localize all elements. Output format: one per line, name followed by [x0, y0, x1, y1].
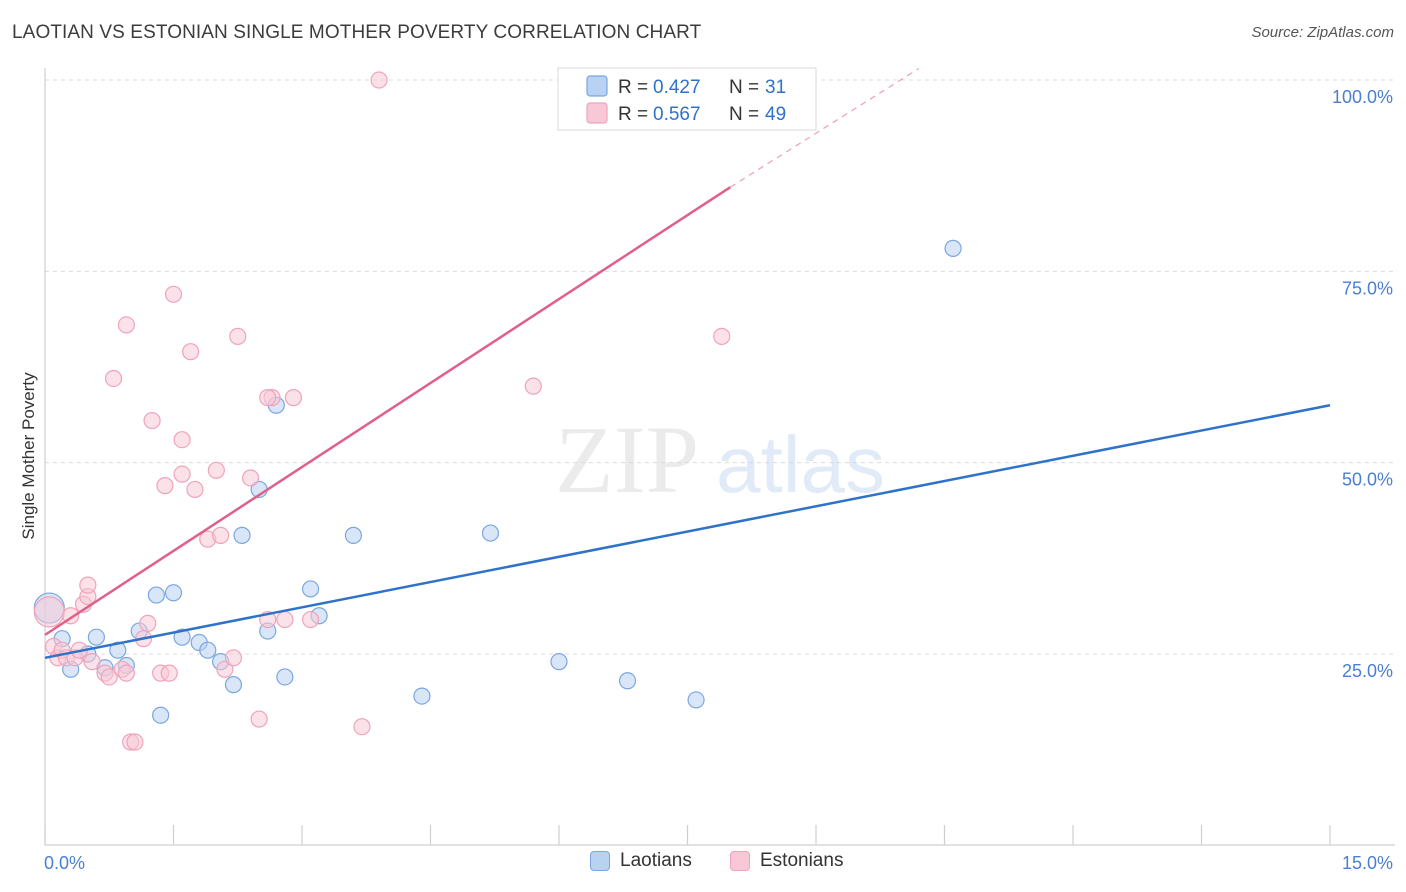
legend-label-laotians: Laotians [620, 850, 692, 871]
point-laotians [233, 526, 251, 544]
gridlines [45, 79, 1395, 655]
y-tick-label: 75.0% [1342, 278, 1393, 298]
y-axis-label: Single Mother Poverty [19, 372, 38, 540]
point-laotians [152, 706, 170, 724]
point-estonians [207, 461, 225, 479]
point-estonians [276, 610, 294, 629]
legend-r-label: R = [618, 77, 648, 98]
legend-swatch-estonians [586, 102, 608, 124]
legend-item-estonians: Estonians [730, 850, 843, 872]
point-estonians [143, 411, 161, 430]
point-estonians [524, 377, 542, 395]
trend-extension-estonians [730, 68, 920, 188]
point-estonians [216, 660, 234, 678]
point-estonians [250, 710, 268, 728]
point-estonians [126, 733, 144, 751]
point-estonians [160, 664, 178, 682]
point-laotians [344, 526, 362, 544]
point-estonians [164, 285, 183, 303]
legend-n-value: 49 [765, 104, 786, 125]
point-estonians [83, 653, 101, 671]
legend-bottom: Laotians Estonians [0, 850, 1406, 878]
point-estonians [713, 327, 731, 345]
x-tick-label: 15.0% [1342, 853, 1393, 873]
point-estonians [117, 664, 135, 682]
point-laotians [550, 653, 568, 671]
point-estonians [370, 71, 388, 89]
trend-line-estonians [44, 186, 732, 636]
tick-labels: 25.0% 50.0% 75.0% 100.0% 0.0% 15.0% [44, 87, 1393, 873]
point-estonians [139, 614, 157, 632]
x-tick-label: 0.0% [44, 853, 85, 873]
point-estonians [212, 526, 230, 544]
point-estonians [242, 469, 260, 487]
legend-swatch-laotians [586, 75, 608, 97]
point-estonians [104, 369, 123, 388]
point-laotians [276, 668, 294, 686]
trend-line-laotians [44, 404, 1331, 660]
point-laotians [481, 524, 500, 542]
point-laotians [164, 584, 183, 602]
point-estonians [229, 327, 247, 345]
legend-n-label: N = [729, 77, 759, 98]
legend-n-value: 31 [765, 77, 786, 98]
point-laotians [199, 641, 217, 659]
legend-label-estonians: Estonians [760, 850, 844, 871]
point-estonians [173, 431, 191, 449]
point-laotians [147, 586, 165, 604]
y-tick-label: 100.0% [1332, 87, 1393, 107]
point-estonians [79, 576, 97, 594]
legend-top: R = 0.427 N = 31 R = 0.567 N = 49 [557, 67, 817, 131]
legend-swatch-estonians [730, 851, 750, 871]
legend-r-label: R = [618, 104, 648, 125]
point-estonians [353, 718, 371, 736]
point-estonians [182, 343, 200, 361]
point-laotians [173, 628, 191, 646]
point-laotians [87, 628, 106, 646]
y-tick-label: 50.0% [1342, 470, 1393, 490]
point-estonians [301, 610, 320, 629]
point-estonians [259, 389, 277, 407]
legend-swatch-laotians [590, 851, 610, 871]
point-estonians [156, 477, 174, 495]
trend-lines [44, 68, 1331, 660]
point-estonians [284, 389, 303, 407]
point-estonians [33, 596, 65, 628]
point-estonians [173, 465, 191, 483]
y-tick-label: 25.0% [1342, 661, 1393, 681]
watermark-atlas: atlas [716, 420, 885, 509]
chart-title: LAOTIAN VS ESTONIAN SINGLE MOTHER POVERT… [12, 22, 702, 43]
legend-r-value: 0.427 [653, 77, 701, 98]
point-estonians [117, 316, 135, 334]
point-estonians [224, 649, 243, 667]
watermark-zip: ZIP [555, 406, 699, 513]
point-estonians [186, 480, 204, 499]
data-points [33, 71, 962, 751]
legend-r-value: 0.567 [653, 104, 701, 125]
source-credit: Source: ZipAtlas.com [1251, 24, 1394, 41]
point-laotians [944, 239, 962, 257]
legend-n-label: N = [729, 104, 759, 125]
point-laotians [413, 687, 431, 705]
axes [44, 68, 1395, 846]
point-estonians [100, 668, 118, 686]
point-laotians [109, 641, 127, 659]
point-laotians [224, 676, 243, 694]
watermark: ZIP atlas [555, 406, 885, 513]
legend-item-laotians: Laotians [590, 850, 692, 872]
point-laotians [687, 691, 705, 709]
point-laotians [301, 580, 320, 598]
point-laotians [618, 672, 637, 690]
